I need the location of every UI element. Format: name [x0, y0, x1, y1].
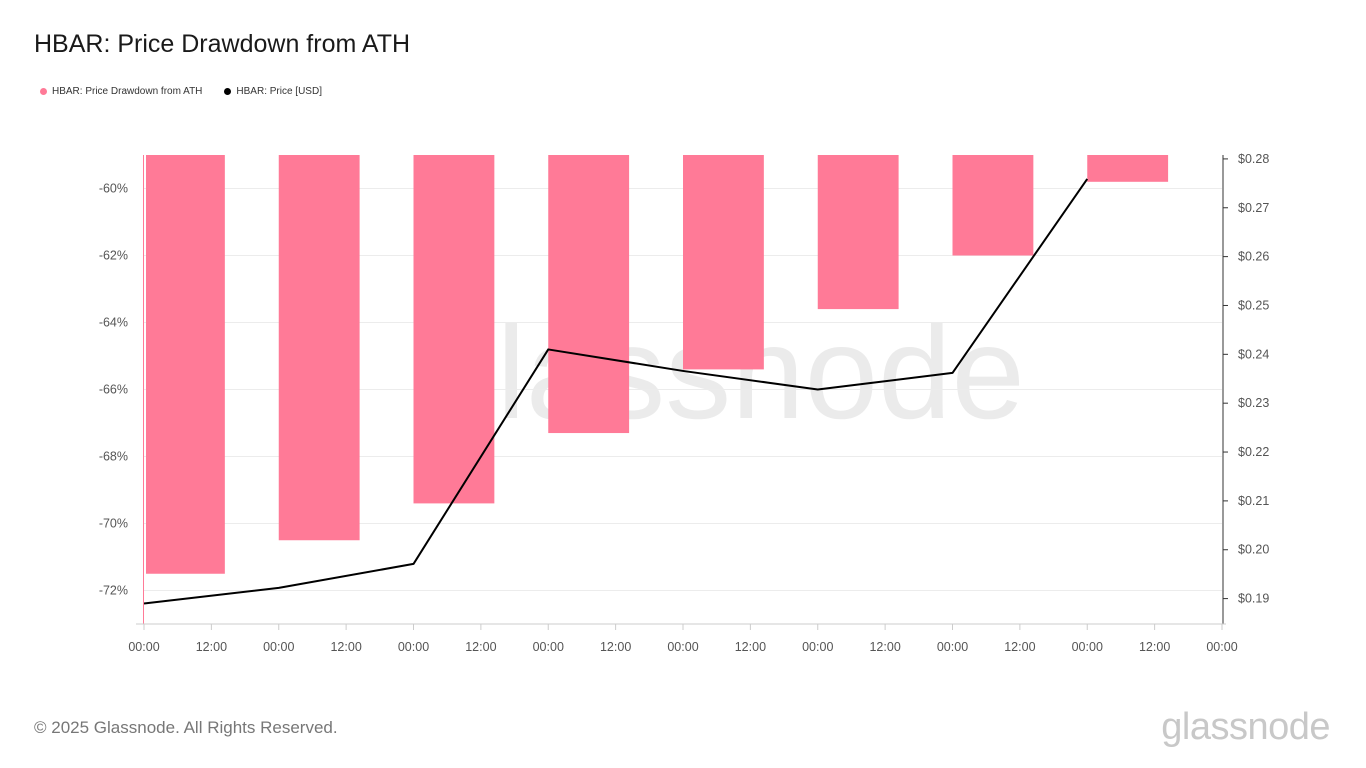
legend-dot-drawdown-icon [40, 88, 47, 95]
y-left-tick-label: -62% [99, 249, 128, 263]
y-right-tick-label: $0.22 [1238, 445, 1269, 459]
drawdown-bar [817, 155, 899, 310]
x-tick-label: 00:00 [937, 640, 968, 654]
y-right-tick-label: $0.23 [1238, 396, 1269, 410]
x-tick-label: 00:00 [667, 640, 698, 654]
y-left-tick-label: -66% [99, 383, 128, 397]
y-right-tick-label: $0.28 [1238, 152, 1269, 166]
y-left-tick-label: -60% [99, 182, 128, 196]
y-right-tick-label: $0.26 [1238, 250, 1269, 264]
tick-labels: -60% -62% -64% -66% -68% -70% -72% $0.28 $0.27 $0… [99, 152, 1270, 654]
drawdown-bar [952, 155, 1034, 256]
drawdown-bar [1087, 155, 1169, 182]
x-tick-label: 12:00 [465, 640, 496, 654]
x-tick-label: 00:00 [533, 640, 564, 654]
y-right-tick-label: $0.19 [1238, 592, 1269, 606]
x-tick-label: 12:00 [1004, 640, 1035, 654]
drawdown-bar [548, 155, 630, 434]
x-tick-label: 00:00 [263, 640, 294, 654]
drawdown-bars [146, 155, 1169, 574]
x-tick-label: 00:00 [398, 640, 429, 654]
copyright-text: © 2025 Glassnode. All Rights Reserved. [34, 718, 338, 737]
x-tick-label: 12:00 [196, 640, 227, 654]
drawdown-bar [146, 155, 225, 574]
chart-title: HBAR: Price Drawdown from ATH [34, 30, 411, 58]
x-tick-label: 00:00 [128, 640, 159, 654]
drawdown-bar [683, 155, 764, 370]
x-tick-label: 00:00 [802, 640, 833, 654]
legend-label-price: HBAR: Price [USD] [236, 86, 322, 97]
legend-item-drawdown[interactable]: HBAR: Price Drawdown from ATH [40, 86, 202, 97]
y-left-tick-label: -68% [99, 450, 128, 464]
brand-logo: glassnode [1161, 706, 1330, 748]
y-left-tick-label: -72% [99, 584, 128, 598]
price-line-group [143, 178, 1089, 605]
x-tick-label: 12:00 [1139, 640, 1170, 654]
x-tick-label: 00:00 [1072, 640, 1103, 654]
y-right-tick-label: $0.24 [1238, 347, 1269, 361]
price-line [143, 178, 1089, 605]
y-right-tick-label: $0.21 [1238, 494, 1269, 508]
y-left-tick-label: -70% [99, 517, 128, 531]
legend-label-drawdown: HBAR: Price Drawdown from ATH [52, 86, 203, 97]
x-tick-label: 12:00 [869, 640, 900, 654]
y-right-tick-label: $0.20 [1238, 543, 1269, 557]
y-left-tick-label: -64% [99, 316, 128, 330]
x-tick-label: 00:00 [1206, 640, 1237, 654]
x-tick-label: 12:00 [600, 640, 631, 654]
axes [136, 155, 1228, 630]
legend-dot-price-icon [224, 88, 232, 95]
chart-canvas: glassnode -60%-62%-64%-66%-68%-70%-72%$0… [99, 152, 1270, 654]
x-tick-label: 12:00 [735, 640, 766, 654]
y-right-tick-label: $0.25 [1238, 298, 1269, 312]
y-right-tick-label: $0.27 [1238, 201, 1269, 215]
drawdown-bar [413, 155, 495, 504]
x-tick-label: 12:00 [330, 640, 361, 654]
legend-item-price[interactable]: HBAR: Price [USD] [224, 86, 322, 97]
drawdown-bar [278, 155, 360, 541]
chart-legend: HBAR: Price Drawdown from ATH HBAR: Pric… [40, 86, 322, 97]
